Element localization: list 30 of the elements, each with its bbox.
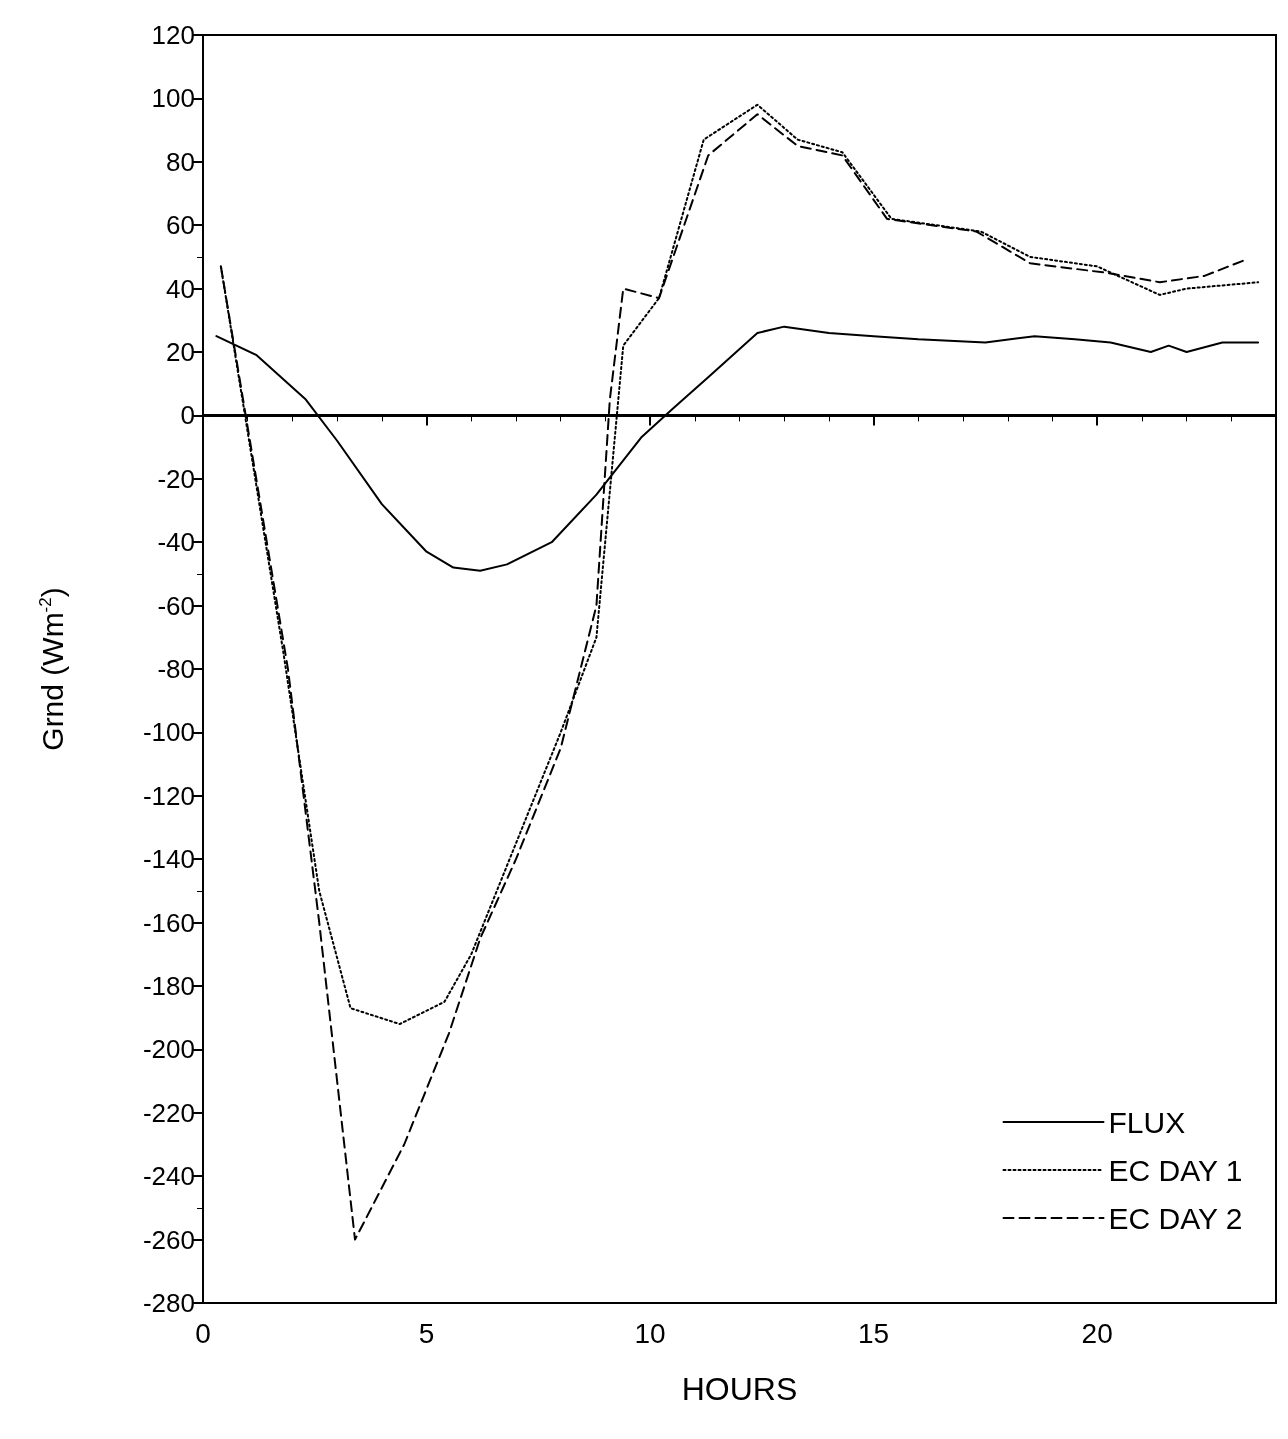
y-tick-label: -240	[142, 1161, 195, 1192]
y-tick-label: -120	[142, 780, 195, 811]
y-tick-label: -20	[157, 463, 195, 494]
y-tick-label: -40	[157, 527, 195, 558]
y-tick-label: -60	[157, 590, 195, 621]
y-tick-label: 20	[166, 337, 195, 367]
y-tick-label: -100	[142, 717, 195, 748]
x-tick-label: 20	[1081, 1317, 1113, 1349]
y-tick-label: -80	[157, 654, 195, 684]
y-tick-label: 120	[151, 20, 195, 50]
y-tick-label: -220	[142, 1097, 195, 1128]
x-axis-title: HOURS	[681, 1371, 798, 1407]
y-axis-title: Grnd (Wm-2)	[36, 587, 69, 751]
y-tick-label: -260	[142, 1224, 195, 1255]
y-tick-label: 40	[166, 273, 195, 304]
y-tick-label: 80	[166, 146, 195, 177]
y-tick-label: -160	[142, 907, 195, 938]
legend-label: EC DAY 1	[1108, 1153, 1243, 1187]
legend-label: EC DAY 2	[1108, 1201, 1243, 1235]
y-tick-label: 100	[151, 83, 195, 114]
x-tick-label: 10	[634, 1317, 666, 1349]
y-tick-label: -280	[142, 1288, 195, 1318]
x-tick-label: 15	[858, 1317, 890, 1349]
y-tick-label: 60	[166, 210, 195, 241]
y-tick-label: -200	[142, 1034, 195, 1065]
y-tick-label: 0	[180, 400, 195, 431]
y-tick-label: -140	[142, 844, 195, 875]
x-tick-label: 5	[418, 1317, 435, 1349]
legend-label: FLUX	[1108, 1105, 1186, 1139]
y-tick-label: -180	[142, 971, 195, 1001]
